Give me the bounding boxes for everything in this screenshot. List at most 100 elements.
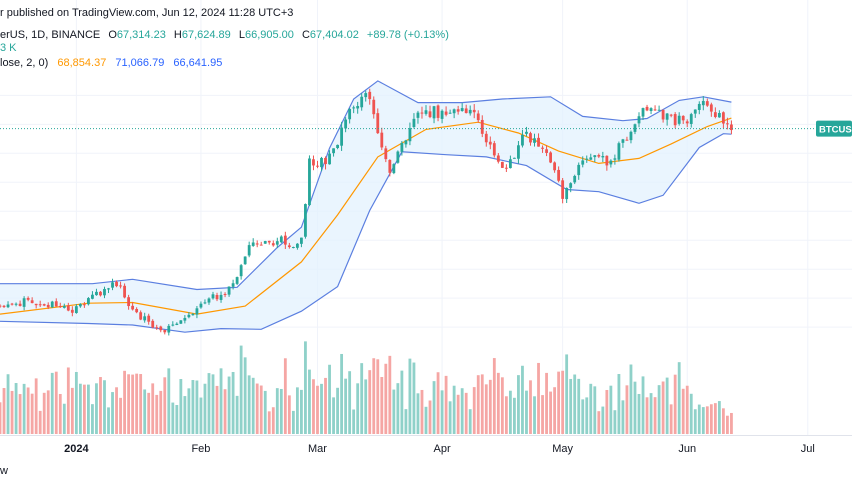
volume-bar	[633, 381, 637, 434]
volume-bar	[227, 376, 231, 434]
bb-line: lose, 2, 0) 68,854.37 71,066.79 66,641.9…	[0, 57, 222, 69]
candle-body	[730, 124, 733, 131]
volume-bar	[517, 375, 520, 434]
volume-bar	[62, 403, 66, 434]
volume-bar	[488, 379, 492, 434]
volume-bar	[336, 387, 339, 434]
candle-body	[360, 96, 364, 108]
volume-bar	[159, 390, 163, 434]
candle-body	[649, 108, 653, 111]
candle-body	[131, 305, 135, 310]
candle-body	[621, 139, 625, 143]
volume-bar	[657, 385, 661, 434]
volume-bar	[380, 377, 384, 434]
candle-body	[717, 113, 721, 118]
volume-bar	[492, 358, 496, 434]
volume-bar	[372, 358, 376, 434]
candle-body	[155, 327, 159, 329]
candle-body	[34, 303, 38, 306]
volume-bar	[384, 363, 388, 434]
candle-body	[613, 158, 617, 160]
volume-bar	[34, 378, 38, 434]
candle-body	[203, 302, 207, 304]
candle-body	[147, 315, 151, 322]
candle-body	[70, 309, 74, 313]
candle-body	[513, 157, 516, 159]
volume-bar	[625, 385, 629, 434]
candle-body	[721, 112, 725, 124]
candle-body	[677, 115, 681, 124]
candle-body	[263, 241, 267, 244]
volume-bar	[271, 407, 275, 434]
candle-body	[239, 265, 243, 277]
symbol-info: erUS, 1D, BINANCE	[0, 29, 100, 41]
volume-bar	[585, 397, 589, 434]
volume-bar	[641, 376, 645, 434]
candle-body	[0, 305, 2, 307]
volume-bar	[456, 394, 460, 434]
volume-bar	[171, 402, 175, 434]
volume-bar	[476, 375, 480, 434]
volume-bar	[661, 381, 665, 434]
volume-bar	[685, 385, 689, 434]
candle-body	[416, 112, 420, 118]
x-tick-label: Jul	[801, 443, 815, 455]
volume-bar	[332, 397, 335, 434]
candle-body	[26, 297, 30, 300]
volume-bar	[50, 372, 54, 434]
candle-body	[187, 314, 191, 318]
volume-bar	[697, 404, 701, 434]
volume-bar	[219, 368, 223, 434]
bollinger-lower-line	[0, 133, 732, 333]
volume-bar	[681, 388, 685, 434]
volume-bar	[669, 404, 673, 434]
volume-value: 3 K	[0, 42, 17, 54]
candle-body	[62, 305, 66, 308]
volume-bar	[30, 393, 34, 434]
candle-body	[235, 277, 239, 284]
candle-body	[448, 112, 452, 114]
candle-body	[183, 317, 187, 321]
volume-bar	[508, 390, 512, 434]
candle-body	[472, 109, 476, 113]
bollinger-basis-line	[0, 117, 732, 315]
candle-body	[352, 107, 356, 109]
candle-body	[316, 165, 319, 167]
ohlc-h-value: 67,624.89	[182, 29, 231, 41]
candle-body	[589, 157, 593, 160]
candle-body	[689, 114, 693, 124]
candle-body	[456, 109, 460, 112]
candle-body	[376, 113, 380, 134]
candle-body	[693, 109, 697, 114]
volume-bar	[235, 395, 239, 434]
volume-bar	[649, 393, 653, 434]
volume-bar	[621, 400, 625, 434]
candle-body	[283, 235, 287, 245]
candle-body	[308, 158, 311, 206]
volume-bar	[151, 383, 155, 434]
volume-bar	[259, 385, 263, 434]
volume-bar	[163, 377, 167, 434]
volume-bar	[717, 401, 721, 434]
volume-bar	[541, 395, 544, 434]
candle-body	[328, 153, 331, 165]
candle-body	[400, 142, 404, 152]
candle-body	[247, 245, 251, 256]
candle-body	[320, 157, 323, 168]
bb-basis-value: 68,854.37	[57, 57, 106, 69]
candle-body	[275, 241, 279, 245]
candle-body	[537, 137, 540, 147]
candle-body	[191, 313, 195, 316]
volume-bar	[500, 377, 504, 434]
published-line: r published on TradingView.com, Jun 12, …	[0, 7, 293, 19]
candle-body	[243, 256, 247, 265]
volume-bar	[597, 411, 601, 434]
footer-text: w	[0, 465, 8, 477]
candle-body	[2, 305, 6, 307]
volume-bar	[99, 377, 102, 434]
volume-bar	[565, 354, 569, 434]
candle-body	[356, 106, 360, 109]
volume-bar	[376, 359, 380, 434]
candle-body	[384, 148, 388, 160]
